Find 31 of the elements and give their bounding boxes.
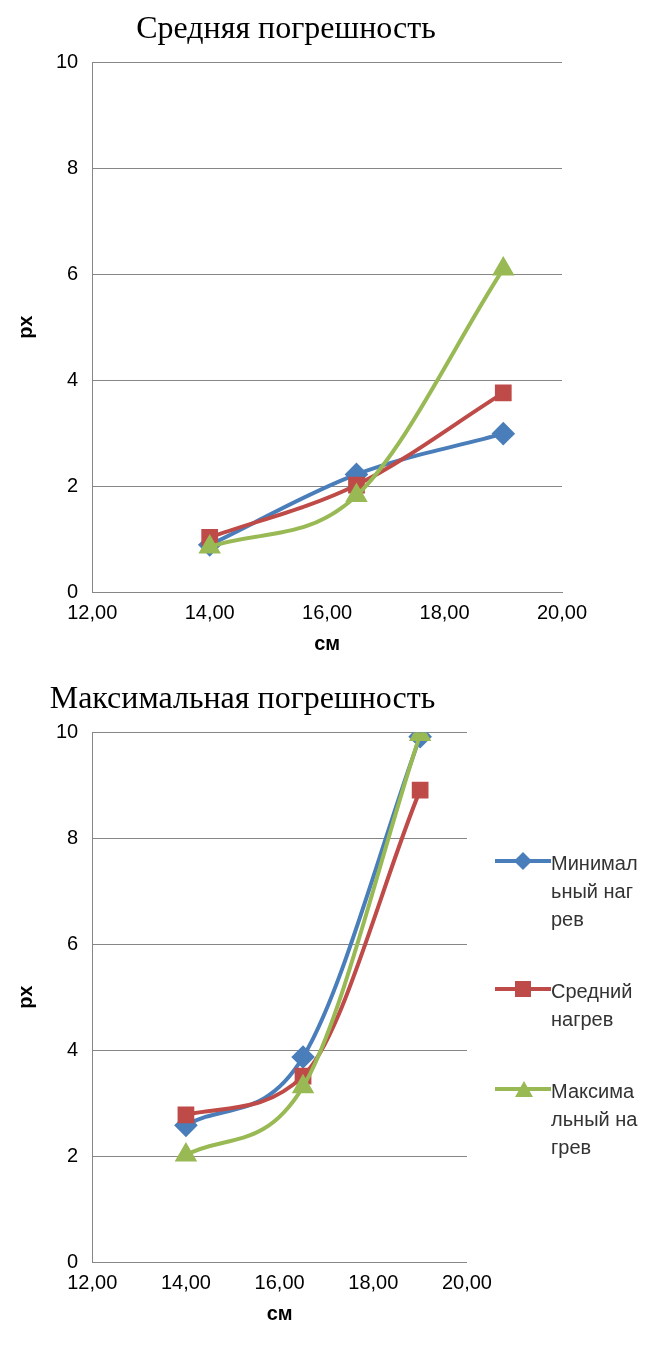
x-tick-label: 20,00	[441, 1270, 493, 1293]
x-tick-label: 18,00	[419, 600, 470, 623]
x-tick-label: 20,00	[536, 600, 588, 623]
legend-label: Минимальный нагрев	[551, 851, 639, 932]
y-tick-label: 8	[67, 825, 79, 848]
legend-label: Средний нагрев	[551, 979, 634, 1032]
y-axis-title: px	[13, 985, 36, 1009]
y-tick-label: 0	[67, 1249, 79, 1272]
y-tick-label: 10	[56, 49, 79, 72]
y-tick-label: 4	[67, 1037, 79, 1060]
x-tick-label: 14,00	[160, 1270, 211, 1293]
x-tick-label: 16,00	[254, 1270, 305, 1293]
y-tick-label: 2	[67, 1143, 79, 1166]
x-axis-title: см	[314, 631, 341, 654]
x-tick-label: 16,00	[302, 600, 353, 623]
x-axis-title: см	[266, 1301, 293, 1324]
x-tick-label: 12,00	[67, 600, 118, 623]
y-tick-label: 8	[67, 155, 79, 178]
legend-label: Максимальный нагрев	[551, 1079, 639, 1160]
y-tick-label: 2	[67, 473, 79, 496]
y-tick-label: 4	[67, 367, 79, 390]
x-tick-label: 18,00	[348, 1270, 399, 1293]
y-tick-label: 6	[67, 261, 79, 284]
y-tick-label: 6	[67, 931, 79, 954]
chart-title: Максимальная погрешность	[49, 678, 436, 715]
x-tick-label: 14,00	[184, 600, 235, 623]
x-tick-label: 12,00	[67, 1270, 118, 1293]
y-tick-label: 0	[67, 579, 79, 602]
y-axis-title: px	[13, 315, 36, 339]
chart-title: Средняя погрешность	[136, 8, 436, 45]
y-tick-label: 10	[56, 719, 79, 742]
